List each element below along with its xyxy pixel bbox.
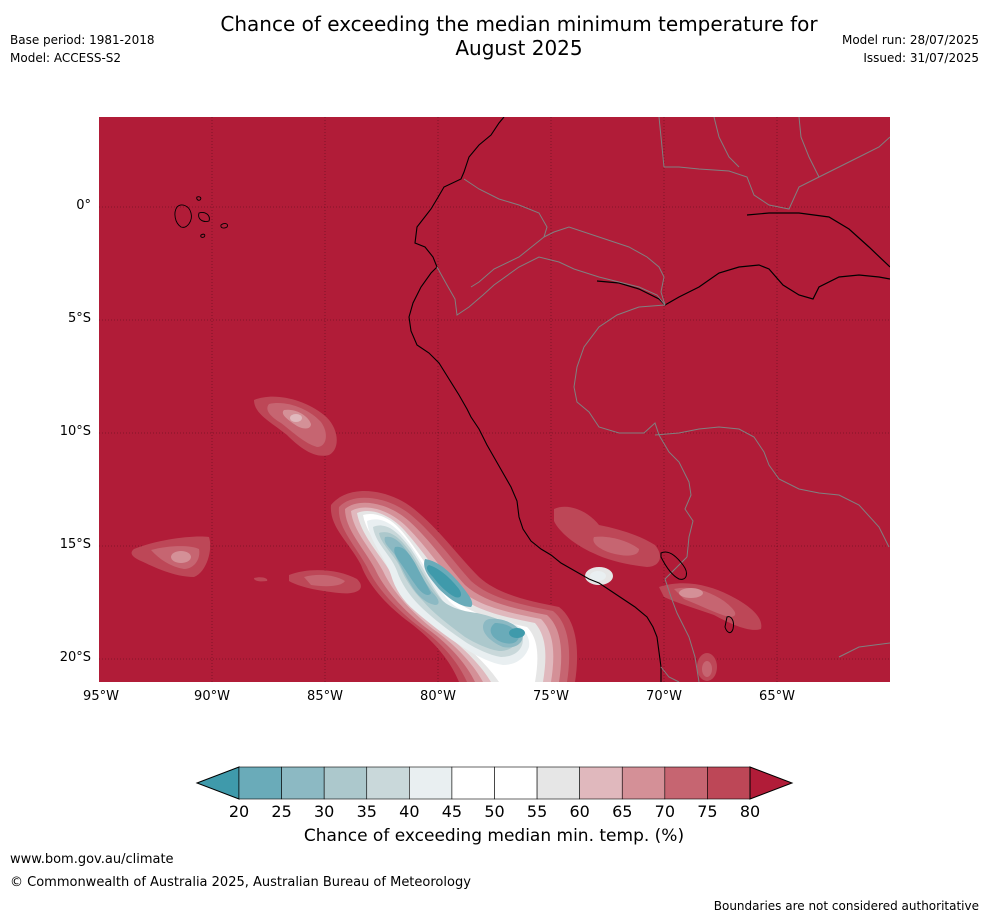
- lon-label-75w: 75°W: [533, 689, 569, 704]
- border-bolivia-paraguay: [838, 642, 890, 658]
- anomaly-patch-inland-3: [659, 583, 762, 681]
- map-svg: [99, 117, 890, 682]
- border-brazil-west: [573, 304, 694, 558]
- colorbar-tick-label: 70: [654, 802, 676, 821]
- anomaly-patch-galapagos-south: [254, 396, 337, 456]
- lon-label-85w: 85°W: [307, 689, 343, 704]
- lat-label-0: 0°: [76, 198, 91, 213]
- colorbar-cell: [664, 766, 708, 800]
- issued-text: Issued: 31/07/2025: [863, 51, 979, 65]
- model-text: Model: ACCESS-S2: [10, 51, 122, 65]
- lon-label-90w: 90°W: [194, 689, 230, 704]
- meta-left: Base period: 1981-2018 Model: ACCESS-S2: [10, 31, 155, 67]
- colorbar-label: Chance of exceeding median min. temp. (%…: [303, 826, 685, 846]
- colorbar-tick-label: 60: [569, 802, 590, 821]
- colorbar-tick-label: 40: [399, 802, 420, 821]
- colorbar-cell: [579, 766, 623, 800]
- map-title: Chance of exceeding the median minimum t…: [0, 12, 988, 60]
- border-bolivia-chile: [660, 666, 680, 682]
- pinta-island: [196, 196, 202, 201]
- footer-copyright: © Commonwealth of Australia 2025, Austra…: [10, 875, 471, 890]
- anomaly-patch-inland-1: [585, 567, 613, 585]
- footer-url: www.bom.gov.au/climate: [10, 852, 174, 867]
- amazon-north-coast: [746, 212, 890, 268]
- border-top-2: [713, 117, 740, 168]
- floreana-island: [200, 233, 206, 238]
- lon-label-80w: 80°W: [420, 689, 456, 704]
- border-top-3: [798, 117, 820, 178]
- colorbar-cell: [451, 766, 495, 800]
- san-cristobal-island: [220, 223, 228, 229]
- galapagos-islands: [174, 196, 228, 238]
- border-bolivia-peru: [664, 556, 700, 682]
- amazon-river: [596, 264, 890, 306]
- anomaly-patch-central: [254, 570, 361, 594]
- colorbar-tick-label: 30: [313, 802, 335, 821]
- lon-label-70w: 70°W: [646, 689, 682, 704]
- colorbar-cell: [366, 766, 410, 800]
- border-venezuela-guyana: [664, 136, 890, 210]
- coastline-south-america: [408, 117, 662, 682]
- colorbar-tick-label: 75: [697, 802, 718, 821]
- lon-label-65w: 65°W: [759, 689, 795, 704]
- lat-label-15s: 15°S: [59, 537, 91, 552]
- colorbar-cell: [536, 766, 580, 800]
- colorbar-cell: [494, 766, 538, 800]
- colorbar-cells: [238, 766, 751, 800]
- colorbar-cell: [323, 766, 368, 800]
- map-panel: [99, 117, 890, 682]
- lon-label-95w: 95°W: [83, 689, 119, 704]
- colorbar-tick-label: 65: [612, 802, 633, 821]
- colorbar-cell: [621, 766, 666, 800]
- colorbar-tick-label: 45: [441, 802, 463, 821]
- border-ecuador-peru: [436, 256, 666, 316]
- footer-note: Boundaries are not considered authoritat…: [713, 899, 979, 913]
- lake-titicaca: [660, 551, 687, 580]
- colorbar-tick-label: 50: [484, 802, 505, 821]
- border-brazil-bolivia: [654, 426, 890, 548]
- colorbar-arrow-low: [195, 766, 240, 800]
- colorbar-tick-label: 20: [228, 802, 250, 821]
- anomaly-patch-west: [131, 536, 211, 577]
- country-borders: [436, 117, 890, 682]
- gridlines: [99, 117, 890, 682]
- title-line-1: Chance of exceeding the median minimum t…: [220, 12, 818, 36]
- colorbar-arrow-high: [749, 766, 794, 800]
- base-period-text: Base period: 1981-2018: [10, 33, 155, 47]
- border-top-1: [658, 117, 665, 168]
- title-line-2: August 2025: [455, 36, 583, 60]
- colorbar-tick-label: 25: [271, 802, 292, 821]
- lat-label-10s: 10°S: [59, 424, 91, 439]
- colorbar-cell: [707, 766, 751, 800]
- colorbar-cell: [281, 766, 325, 800]
- colorbar-cell: [409, 766, 453, 800]
- colorbar-tick-label: 35: [356, 802, 377, 821]
- santa-cruz-island: [198, 212, 210, 222]
- colorbar-tick-label: 80: [739, 802, 761, 821]
- lat-label-20s: 20°S: [59, 650, 91, 665]
- anomaly-patch-inland-2: [554, 506, 661, 567]
- lat-label-5s: 5°S: [67, 311, 91, 326]
- meta-right: Model run: 28/07/2025 Issued: 31/07/2025: [842, 31, 979, 67]
- anomaly-tongue-peru: [330, 491, 578, 682]
- border-colombia-venezuela: [543, 226, 666, 306]
- lake-poopo: [724, 616, 734, 634]
- colorbar-cell: [238, 766, 282, 800]
- isabela-island: [174, 204, 192, 228]
- model-run-text: Model run: 28/07/2025: [841, 33, 979, 47]
- border-colombia-ecuador: [463, 178, 548, 288]
- colorbar-tick-label: 55: [526, 802, 548, 821]
